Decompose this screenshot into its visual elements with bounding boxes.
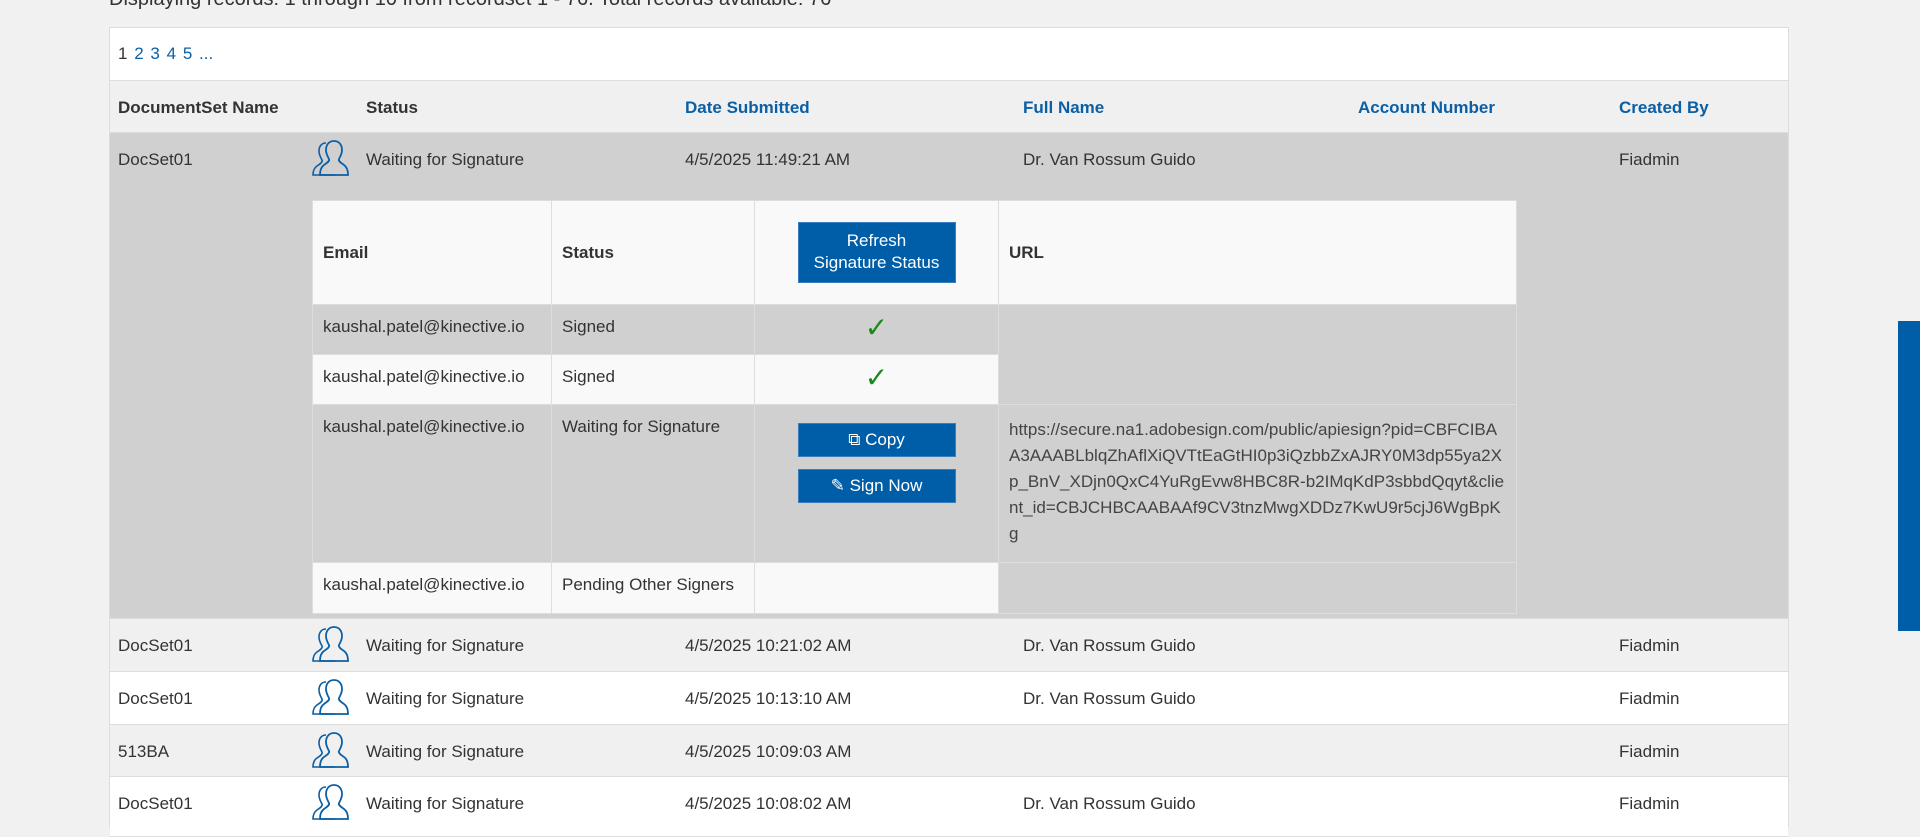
copy-link-icon: ⧉ bbox=[848, 430, 866, 449]
signer-email: kaushal.patel@kinective.io bbox=[312, 562, 552, 614]
created-by: Fiadmin bbox=[1619, 742, 1680, 761]
check-icon: ✓ bbox=[864, 312, 889, 343]
signer-person-icon[interactable] bbox=[312, 783, 352, 825]
date-submitted: 4/5/2025 11:49:21 AM bbox=[685, 150, 851, 169]
table-row[interactable]: DocSet01 Waiting for Signature 4/5/2025 … bbox=[110, 777, 1788, 837]
col-account-number[interactable]: Account Number bbox=[1358, 98, 1495, 117]
scrollbar-thumb[interactable] bbox=[1898, 321, 1920, 631]
copy-button[interactable]: ⧉ Copy bbox=[797, 423, 956, 457]
table-row[interactable]: DocSet01 Waiting for Signature 4/5/2025 … bbox=[110, 619, 1788, 672]
signer-row: kaushal.patel@kinective.io Pending Other… bbox=[312, 562, 1517, 614]
signer-row: kaushal.patel@kinective.io Waiting for S… bbox=[312, 404, 1517, 563]
documentset-name: DocSet01 bbox=[118, 689, 193, 708]
page-more[interactable]: ... bbox=[199, 44, 214, 63]
col-status: Status bbox=[366, 98, 418, 117]
date-submitted: 4/5/2025 10:09:03 AM bbox=[685, 742, 852, 761]
pen-icon: ✎ bbox=[830, 476, 850, 495]
row-status: Waiting for Signature bbox=[366, 794, 525, 813]
created-by: Fiadmin bbox=[1619, 794, 1680, 813]
signer-status: Waiting for Signature bbox=[551, 404, 755, 563]
signers-header-status: Status bbox=[551, 200, 755, 305]
signer-status: Signed bbox=[551, 304, 755, 355]
col-full-name[interactable]: Full Name bbox=[1023, 98, 1105, 117]
signer-email: kaushal.patel@kinective.io bbox=[312, 404, 552, 563]
documentset-name: DocSet01 bbox=[118, 150, 193, 169]
date-submitted: 4/5/2025 10:21:02 AM bbox=[685, 636, 852, 655]
full-name: Dr. Van Rossum Guido bbox=[1023, 636, 1196, 655]
page-4[interactable]: 4 bbox=[166, 44, 177, 63]
created-by: Fiadmin bbox=[1619, 150, 1680, 169]
page-3[interactable]: 3 bbox=[150, 44, 160, 63]
page-5[interactable]: 5 bbox=[182, 44, 193, 63]
full-name: Dr. Van Rossum Guido bbox=[1023, 689, 1196, 708]
date-submitted: 4/5/2025 10:13:10 AM bbox=[685, 689, 852, 708]
created-by: Fiadmin bbox=[1619, 689, 1680, 708]
refresh-signature-status-button[interactable]: Refresh Signature Status bbox=[797, 222, 956, 283]
sign-now-button[interactable]: ✎ Sign Now bbox=[797, 469, 956, 503]
documentset-name: 513BA bbox=[118, 742, 170, 761]
signer-status: Pending Other Signers bbox=[551, 562, 755, 614]
col-created-by[interactable]: Created By bbox=[1619, 98, 1709, 117]
full-name: Dr. Van Rossum Guido bbox=[1023, 794, 1196, 813]
page-2[interactable]: 2 bbox=[134, 44, 144, 63]
signing-url[interactable]: https://secure.na1.adobesign.com/public/… bbox=[998, 404, 1517, 563]
row-status: Waiting for Signature bbox=[366, 742, 525, 761]
documentset-name: DocSet01 bbox=[118, 794, 193, 813]
documentset-name: DocSet01 bbox=[118, 636, 193, 655]
signer-status: Signed bbox=[551, 354, 755, 405]
documentset-grid: 1 2 3 4 5 ... DocumentSet Name Status Da… bbox=[109, 27, 1789, 837]
col-date-submitted[interactable]: Date Submitted bbox=[685, 98, 810, 117]
signer-email: kaushal.patel@kinective.io bbox=[312, 304, 552, 355]
table-row[interactable]: DocSet01 Waiting for Signature 4/5/2025 … bbox=[110, 672, 1788, 725]
signer-person-icon[interactable] bbox=[312, 678, 352, 720]
signer-row: kaushal.patel@kinective.io Signed ✓ bbox=[312, 304, 1517, 405]
row-status: Waiting for Signature bbox=[366, 636, 525, 655]
signer-person-icon[interactable] bbox=[312, 731, 352, 773]
page-1[interactable]: 1 bbox=[118, 44, 128, 63]
table-row[interactable]: 513BA Waiting for Signature 4/5/2025 10:… bbox=[110, 725, 1788, 777]
pagination: 1 2 3 4 5 ... bbox=[110, 28, 1788, 81]
table-header: DocumentSet Name Status Date Submitted F… bbox=[110, 81, 1788, 133]
signer-person-icon[interactable] bbox=[312, 139, 352, 181]
signers-table: Email Status Refresh Signature Status URL… bbox=[312, 200, 1517, 614]
signers-header-email: Email bbox=[312, 200, 552, 305]
created-by: Fiadmin bbox=[1619, 636, 1680, 655]
signers-header-url: URL bbox=[998, 200, 1517, 305]
date-submitted: 4/5/2025 10:08:02 AM bbox=[685, 794, 852, 813]
check-icon: ✓ bbox=[864, 362, 889, 393]
row-status: Waiting for Signature bbox=[366, 689, 525, 708]
col-documentset-name: DocumentSet Name bbox=[118, 98, 279, 117]
row-status: Waiting for Signature bbox=[366, 150, 525, 169]
signer-person-icon[interactable] bbox=[312, 625, 352, 667]
signer-email: kaushal.patel@kinective.io bbox=[312, 354, 552, 405]
records-summary: Displaying records: 1 through 10 from re… bbox=[109, 0, 831, 11]
full-name: Dr. Van Rossum Guido bbox=[1023, 150, 1196, 169]
